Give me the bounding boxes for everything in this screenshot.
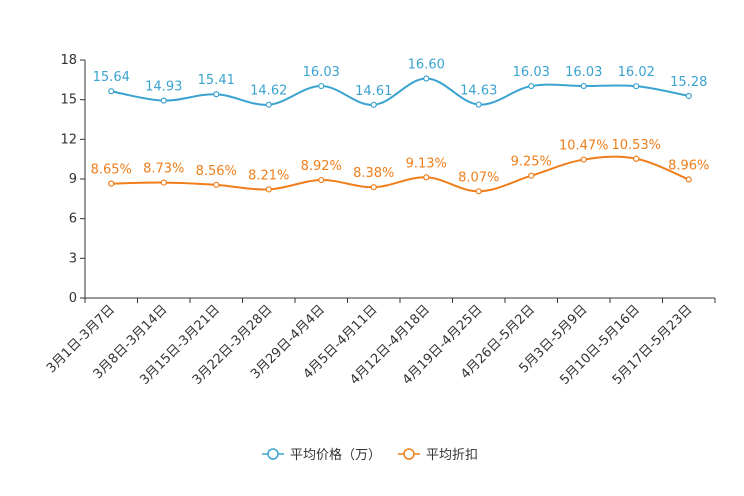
data-label-discount: 8.65% [91,163,132,178]
data-point-price[interactable] [213,91,220,98]
data-label-discount: 8.07% [458,170,499,185]
data-label-discount: 8.96% [668,159,709,174]
data-label-price: 14.93 [145,80,182,95]
data-label-price: 14.61 [355,84,392,99]
data-point-price[interactable] [685,92,692,100]
data-point-discount[interactable] [580,156,587,163]
data-point-discount[interactable] [265,186,272,193]
y-tick-label: 3 [69,251,77,266]
legend[interactable]: 平均价格（万） 平均折扣 [262,447,478,463]
data-point-discount[interactable] [108,180,115,187]
data-label-discount: 8.38% [353,166,394,181]
data-point-discount[interactable] [633,155,640,162]
data-label-price: 16.03 [565,65,602,80]
legend-label-discount: 平均折扣 [426,448,478,463]
series-points [108,75,692,195]
y-tick-label: 0 [69,291,77,306]
data-point-price[interactable] [580,82,587,90]
data-label-price: 15.41 [198,73,235,88]
data-point-price[interactable] [160,97,167,104]
data-label-price: 16.60 [408,58,445,73]
data-point-discount[interactable] [160,179,167,186]
data-point-price[interactable] [423,75,430,82]
data-label-discount: 10.53% [611,138,661,153]
data-point-discount[interactable] [213,181,220,188]
data-label-price: 15.28 [670,75,707,90]
data-point-discount[interactable] [423,174,430,181]
data-point-discount[interactable] [370,184,377,191]
data-point-discount[interactable] [318,176,325,184]
data-label-discount: 9.13% [406,156,447,171]
data-point-price[interactable] [475,101,482,108]
data-point-price[interactable] [318,82,325,90]
data-label-discount: 8.56% [196,164,237,179]
legend-item-discount[interactable]: 平均折扣 [398,448,478,463]
legend-label-price: 平均价格（万） [290,447,381,463]
y-tick-label: 15 [60,93,77,108]
data-point-price[interactable] [108,88,115,95]
data-point-price[interactable] [633,83,640,90]
data-label-discount: 9.25% [511,155,552,170]
data-label-discount: 8.21% [248,168,289,183]
data-label-price: 15.64 [93,70,130,85]
data-point-price[interactable] [528,82,535,90]
data-labels: 15.64 14.93 15.41 14.62 16.03 14.61 16.60 14.63… [91,58,710,186]
data-point-price[interactable] [265,101,272,108]
y-tick-label: 6 [69,212,77,227]
legend-marker-price [267,448,279,460]
data-label-discount: 10.47% [559,139,609,154]
legend-item-price[interactable]: 平均价格（万） [262,447,381,463]
legend-marker-discount [403,448,415,460]
data-label-discount: 8.92% [301,159,342,174]
data-label-discount: 8.73% [143,162,184,177]
y-tick-label: 18 [60,53,77,68]
data-label-price: 14.63 [460,84,497,99]
data-point-discount[interactable] [475,188,482,195]
data-point-price[interactable] [370,101,377,108]
y-tick-label: 12 [60,132,77,147]
data-point-discount[interactable] [528,172,535,179]
data-label-price: 16.03 [303,65,340,80]
y-tick-label: 9 [69,172,77,187]
series-line-discount [111,155,690,193]
data-label-price: 16.03 [513,65,550,80]
data-point-discount[interactable] [685,176,692,183]
data-label-price: 16.02 [618,65,655,80]
data-label-price: 14.62 [250,84,287,99]
